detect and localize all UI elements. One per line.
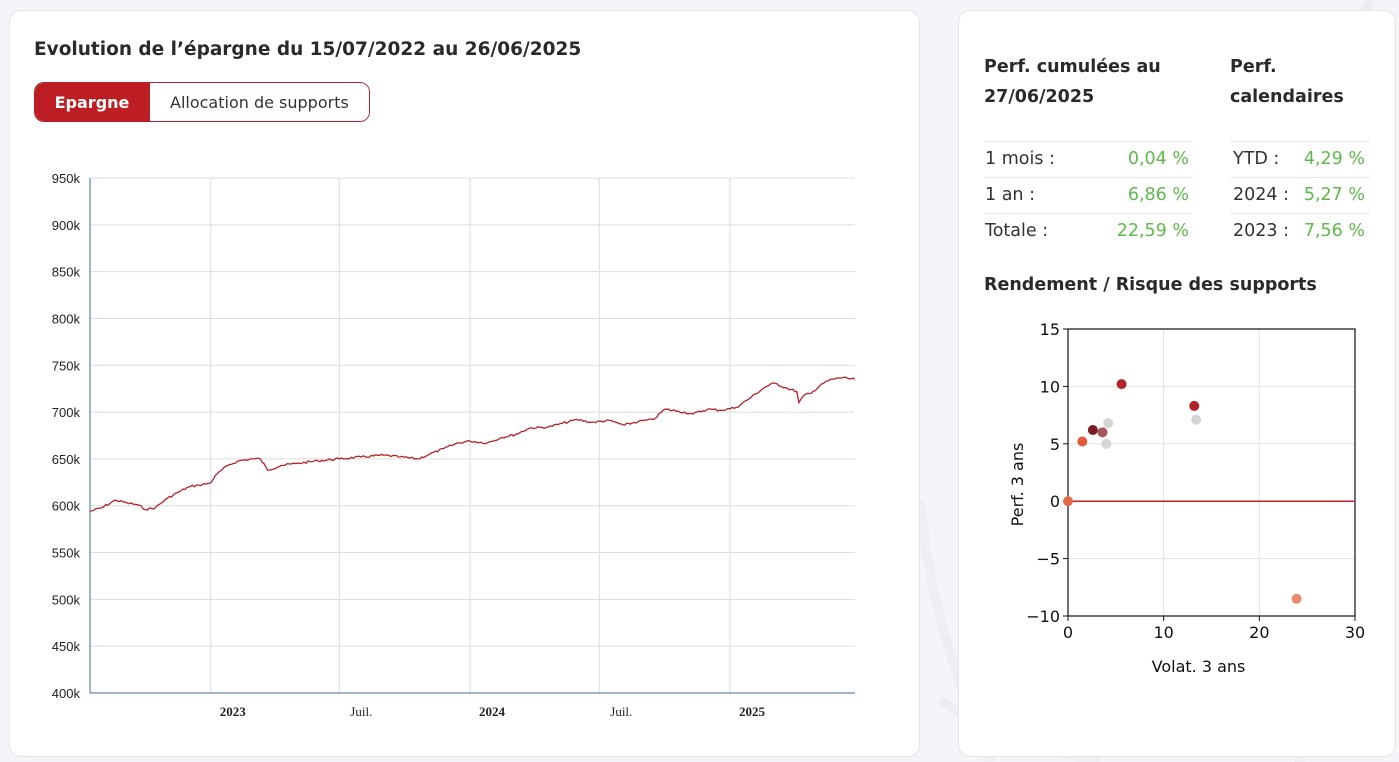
scatter-point [1103, 418, 1114, 429]
scatter-frame [1067, 328, 1356, 617]
calendar-perf-title-line2: calendaires [1230, 87, 1344, 107]
divider [1230, 141, 1370, 142]
y-tick-label: 400k [52, 686, 81, 701]
y-tick-label: 750k [52, 358, 81, 373]
y-tick-label: 500k [52, 592, 81, 607]
scatter-point [1101, 438, 1112, 449]
perf-1-year-label: 1 an : [985, 185, 1035, 205]
scatter-point [1291, 593, 1302, 604]
scatter-y-tick-label: 10 [1040, 377, 1060, 396]
scatter-x-axis-label: Volat. 3 ans [1152, 657, 1246, 676]
view-tabs: Epargne Allocation de supports [34, 82, 370, 122]
perf-2024-label: 2024 : [1233, 185, 1289, 205]
savings-line-chart: 400k 450k 500k 550k 600k 650k 700k 750k 800k 850k… [52, 171, 856, 719]
divider [984, 141, 1191, 142]
x-tick-label: Juil. [610, 704, 632, 719]
perf-1-month-label: 1 mois : [985, 149, 1055, 169]
cumulative-perf-title-line1: Perf. cumulées au [984, 57, 1161, 77]
scatter-point [1191, 414, 1202, 425]
divider [1230, 177, 1370, 178]
savings-line [89, 376, 856, 512]
scatter-y-tick-label: 15 [1040, 320, 1060, 339]
scatter-y-axis-label: Perf. 3 ans [1008, 443, 1027, 527]
y-tick-label: 950k [52, 171, 81, 186]
perf-total-value: 22,59 % [1116, 221, 1189, 241]
scatter-point [1189, 400, 1200, 411]
savings-evolution-card: Evolution de l’épargne du 15/07/2022 au … [9, 10, 920, 757]
x-tick-label: Juil. [350, 704, 372, 719]
scatter-point [1116, 379, 1127, 390]
tab-allocation-supports[interactable]: Allocation de supports [149, 83, 369, 121]
y-tick-label: 600k [52, 499, 81, 514]
evolution-title: Evolution de l’épargne du 15/07/2022 au … [34, 39, 582, 60]
scatter-point [1063, 496, 1073, 507]
y-tick-label: 850k [52, 265, 81, 280]
tab-epargne[interactable]: Epargne [35, 83, 149, 121]
cumulative-perf-title: Perf. cumulées au 27/06/2025 [984, 52, 1161, 112]
risk-return-title: Rendement / Risque des supports [984, 275, 1317, 295]
divider [1230, 213, 1370, 214]
risk-return-scatter-chart: 0 10 20 30 −10 −5 0 5 10 15 Volat. 3 ans Perf. 3 an… [1008, 320, 1365, 676]
cumulative-perf-title-line2: 27/06/2025 [984, 87, 1095, 107]
scatter-y-tick-label: −10 [1026, 607, 1060, 626]
scatter-y-tick-label: 0 [1050, 492, 1060, 511]
perf-total-label: Totale : [985, 221, 1049, 241]
scatter-point [1077, 436, 1088, 447]
x-tick-label: 2024 [479, 704, 506, 719]
x-tick-label: 2025 [739, 704, 766, 719]
perf-2024-value: 5,27 % [1303, 185, 1365, 205]
y-tick-label: 900k [52, 218, 81, 233]
perf-1-year-value: 6,86 % [1127, 185, 1189, 205]
calendar-perf-title-line1: Perf. [1230, 57, 1277, 77]
divider [984, 213, 1191, 214]
scatter-x-tick-label: 0 [1063, 623, 1073, 642]
calendar-perf-title: Perf. calendaires [1230, 52, 1344, 112]
perf-ytd-label: YTD : [1233, 149, 1280, 169]
y-tick-label: 450k [52, 639, 81, 654]
y-tick-label: 700k [52, 405, 81, 420]
scatter-x-tick-label: 30 [1345, 623, 1365, 642]
x-tick-label: 2023 [220, 704, 247, 719]
y-tick-label: 550k [52, 546, 81, 561]
scatter-point [1087, 425, 1098, 436]
performance-card: Perf. cumulées au 27/06/2025 Perf. calen… [958, 10, 1396, 757]
perf-1-month-value: 0,04 % [1127, 149, 1189, 169]
divider [984, 177, 1191, 178]
perf-ytd-value: 4,29 % [1303, 149, 1365, 169]
scatter-x-tick-label: 10 [1153, 623, 1173, 642]
scatter-x-tick-label: 20 [1249, 623, 1269, 642]
scatter-y-tick-label: 5 [1050, 435, 1060, 454]
y-tick-label: 650k [52, 452, 81, 467]
y-tick-label: 800k [52, 311, 81, 326]
scatter-point [1097, 427, 1108, 438]
scatter-y-tick-label: −5 [1036, 550, 1060, 569]
perf-2023-label: 2023 : [1233, 221, 1289, 241]
perf-2023-value: 7,56 % [1303, 221, 1365, 241]
